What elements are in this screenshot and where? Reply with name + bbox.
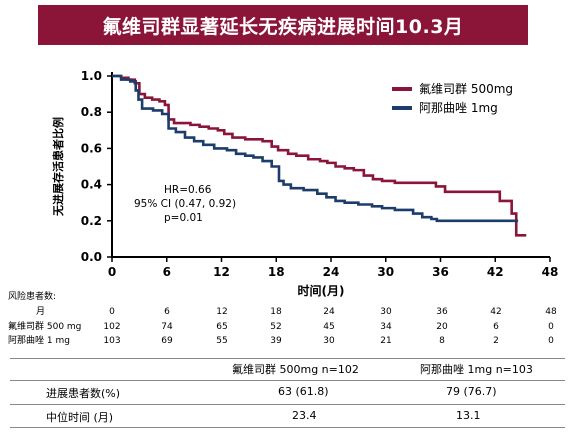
summary-header-row: 氟维司群 500mg n=102 阿那曲唑 1mg n=103 <box>10 358 565 380</box>
risk-month-value: 0 <box>109 307 115 317</box>
annotation-line: HR=0.66 <box>164 184 212 196</box>
risk-count: 52 <box>270 322 282 332</box>
survival-curves <box>112 74 527 237</box>
x-tick-label: 24 <box>323 265 340 279</box>
risk-count: 69 <box>161 336 173 346</box>
risk-month-value: 18 <box>270 307 282 317</box>
risk-month-value: 36 <box>436 307 448 317</box>
risk-count: 6 <box>493 322 499 332</box>
summary-row-progression: 进展患者数(%) 63 (61.8) 79 (76.7) <box>10 382 565 404</box>
curve-fulvestrant <box>112 74 527 237</box>
risk-month-value: 30 <box>380 307 392 317</box>
risk-count: 45 <box>323 322 335 332</box>
summary-table: 氟维司群 500mg n=102 阿那曲唑 1mg n=103 进展患者数(%)… <box>10 358 565 428</box>
risk-count: 103 <box>103 336 121 346</box>
summary-label-median: 中位时间 (月) <box>46 411 114 424</box>
summary-value-progression-fulvestrant: 63 (61.8) <box>278 385 329 398</box>
risk-count: 0 <box>548 322 554 332</box>
summary-row-median: 中位时间 (月) 23.4 13.1 <box>10 406 565 428</box>
summary-top-rule <box>10 358 565 359</box>
annotation-line: 95% CI (0.47, 0.92) <box>134 198 236 210</box>
y-axis-label: 无进展存活患者比例 <box>51 117 65 217</box>
legend-label: 阿那曲唑 1mg <box>419 101 498 115</box>
summary-mid-rule <box>10 380 565 381</box>
x-tick-label: 30 <box>377 265 394 279</box>
legend-label: 氟维司群 500mg <box>419 82 513 96</box>
y-tick-label: 0.8 <box>81 105 102 119</box>
y-tick-label: 0.6 <box>81 141 102 155</box>
risk-row-label: 阿那曲唑 1 mg <box>8 336 70 346</box>
x-tick-label: 0 <box>108 265 116 279</box>
risk-count: 2 <box>493 336 499 346</box>
risk-count: 65 <box>216 322 228 332</box>
x-axis-label: 时间(月) <box>298 283 345 298</box>
x-tick-label: 12 <box>213 265 230 279</box>
chart-legend: 氟维司群 500mg 阿那曲唑 1mg <box>392 82 513 115</box>
risk-month-value: 42 <box>490 307 502 317</box>
risk-count: 0 <box>548 336 554 346</box>
risk-table-title: 风险患者数: <box>8 292 57 302</box>
risk-month-value: 48 <box>545 307 557 317</box>
curve-anastrozole <box>112 74 519 223</box>
title-banner: 氟维司群显著延长无疾病进展时间10.3月 <box>38 5 528 45</box>
risk-month-value: 6 <box>164 307 170 317</box>
risk-month-value: 24 <box>323 307 335 317</box>
risk-month-value: 12 <box>216 307 228 317</box>
summary-header-anastrozole: 阿那曲唑 1mg n=103 <box>420 363 533 376</box>
risk-count: 74 <box>161 322 173 332</box>
x-tick-label: 36 <box>432 265 449 279</box>
y-tick-label: 0.4 <box>81 178 102 192</box>
x-tick-label: 48 <box>542 265 559 279</box>
risk-count: 55 <box>216 336 228 346</box>
risk-count: 39 <box>270 336 282 346</box>
summary-bottom-rule <box>10 427 565 428</box>
x-tick-label: 6 <box>163 265 171 279</box>
x-tick-label: 42 <box>487 265 504 279</box>
chart-axes: 0 6 12 18 24 30 36 42 48 0.0 0.2 0.4 0.6 0.8 1.0 时间(月) 无… <box>51 69 558 298</box>
summary-value-median-fulvestrant: 23.4 <box>292 409 317 422</box>
risk-count: 21 <box>380 336 392 346</box>
risk-row-label: 氟维司群 500 mg <box>8 322 82 332</box>
summary-header-fulvestrant: 氟维司群 500mg n=102 <box>232 363 359 376</box>
y-tick-label: 0.0 <box>81 250 102 264</box>
summary-label-progression: 进展患者数(%) <box>46 387 121 400</box>
risk-count: 30 <box>323 336 335 346</box>
summary-value-median-anastrozole: 13.1 <box>456 409 481 422</box>
risk-count: 34 <box>380 322 392 332</box>
risk-count: 102 <box>103 322 121 332</box>
risk-month-label: 月 <box>36 307 46 317</box>
hr-annotation: HR=0.66 95% CI (0.47, 0.92) p=0.01 <box>134 184 236 224</box>
risk-count: 8 <box>439 336 445 346</box>
annotation-line: p=0.01 <box>164 212 203 224</box>
summary-value-progression-anastrozole: 79 (76.7) <box>446 385 497 398</box>
y-tick-label: 0.2 <box>81 214 102 228</box>
chart-title: 氟维司群显著延长无疾病进展时间10.3月 <box>102 15 464 38</box>
summary-lower-rule <box>10 404 565 405</box>
y-tick-label: 1.0 <box>81 69 102 83</box>
risk-count: 20 <box>436 322 448 332</box>
x-tick-label: 18 <box>268 265 285 279</box>
